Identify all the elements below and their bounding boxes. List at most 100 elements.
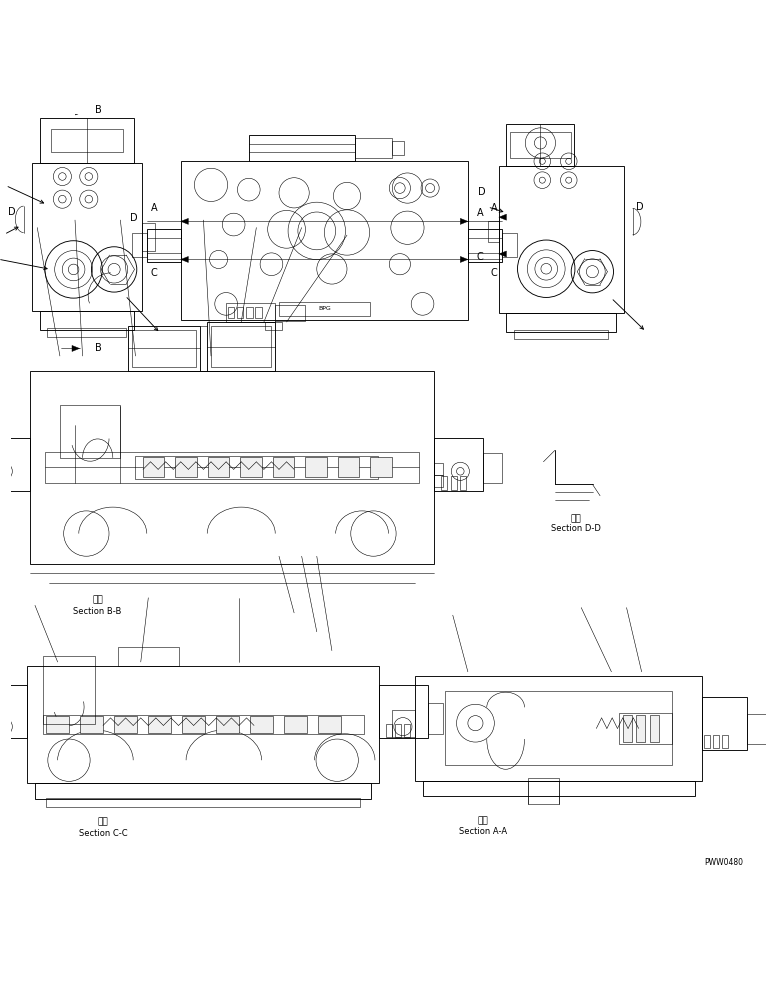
Bar	[506, 313, 616, 332]
Bar	[226, 303, 275, 322]
Bar	[318, 715, 341, 733]
Bar	[623, 714, 632, 742]
Bar	[114, 715, 137, 733]
Bar	[228, 307, 235, 318]
Bar	[703, 735, 709, 748]
Bar	[245, 307, 252, 318]
Bar	[434, 438, 483, 491]
Polygon shape	[499, 251, 506, 257]
Text: 断面: 断面	[571, 514, 581, 523]
Polygon shape	[181, 218, 189, 224]
Bar	[118, 646, 179, 666]
Text: BPG: BPG	[318, 306, 331, 311]
Polygon shape	[181, 257, 189, 263]
Text: D: D	[637, 202, 644, 212]
Bar	[434, 463, 443, 475]
Bar	[279, 302, 370, 316]
Bar	[722, 735, 728, 748]
Bar	[81, 715, 103, 733]
Bar	[255, 307, 262, 318]
Bar	[46, 715, 69, 733]
Bar	[305, 458, 327, 477]
Bar	[42, 715, 364, 734]
Bar	[183, 715, 205, 733]
Text: B: B	[95, 343, 102, 353]
Text: 断面: 断面	[97, 818, 108, 827]
Text: Section A-A: Section A-A	[459, 828, 507, 836]
Bar	[2, 476, 8, 490]
Bar	[250, 715, 273, 733]
Bar	[506, 124, 574, 165]
Bar	[442, 476, 447, 490]
Bar	[285, 715, 307, 733]
Bar	[434, 474, 443, 487]
Bar	[619, 712, 672, 744]
Text: C: C	[491, 268, 498, 278]
Bar	[46, 798, 360, 807]
Polygon shape	[72, 345, 80, 351]
Bar	[237, 307, 243, 318]
Bar	[30, 371, 434, 564]
Text: Section B-B: Section B-B	[74, 607, 122, 616]
Bar	[637, 714, 645, 742]
Bar	[393, 709, 415, 737]
Bar	[713, 735, 719, 748]
Bar	[128, 326, 199, 371]
Bar	[514, 331, 608, 339]
Bar	[47, 328, 127, 338]
Text: A: A	[491, 203, 498, 213]
Bar	[132, 233, 146, 257]
Bar	[354, 138, 393, 158]
Bar	[51, 129, 123, 152]
Text: C: C	[151, 268, 158, 278]
Text: D: D	[479, 187, 486, 197]
Bar	[370, 458, 392, 477]
Bar	[747, 714, 766, 744]
Polygon shape	[499, 215, 506, 220]
Bar	[483, 453, 502, 483]
Bar	[146, 228, 181, 262]
Bar	[404, 723, 410, 737]
Bar	[528, 777, 558, 804]
Polygon shape	[460, 218, 468, 224]
Text: A: A	[151, 203, 158, 213]
Bar	[275, 305, 305, 321]
Text: Section D-D: Section D-D	[551, 523, 601, 532]
Bar	[502, 233, 517, 257]
Bar	[207, 322, 275, 371]
Bar	[488, 221, 499, 242]
Bar	[141, 223, 155, 251]
Bar	[0, 723, 6, 737]
Bar	[387, 723, 393, 737]
Bar	[32, 163, 141, 311]
Bar	[393, 141, 403, 155]
Bar	[0, 438, 30, 491]
Text: C: C	[476, 252, 483, 262]
Bar	[265, 322, 282, 330]
Text: Section C-C: Section C-C	[79, 829, 127, 838]
Text: PWW0480: PWW0480	[705, 858, 744, 867]
Bar	[510, 132, 571, 158]
Bar	[468, 228, 502, 262]
Bar	[415, 676, 702, 781]
Bar	[208, 458, 229, 477]
Bar	[450, 476, 456, 490]
Bar	[0, 686, 28, 738]
Bar	[216, 715, 239, 733]
Bar	[211, 326, 272, 367]
Bar	[249, 135, 354, 161]
Bar	[132, 330, 196, 367]
Text: B: B	[94, 105, 101, 115]
Bar	[143, 458, 164, 477]
Text: 断面: 断面	[92, 595, 103, 604]
Bar	[445, 692, 672, 766]
Bar	[499, 165, 624, 313]
Text: 断面: 断面	[478, 816, 489, 826]
Bar	[241, 458, 262, 477]
Bar	[181, 161, 468, 320]
Bar	[35, 783, 371, 799]
Text: A: A	[476, 208, 483, 217]
Bar	[136, 456, 378, 479]
Bar	[650, 714, 659, 742]
Bar	[459, 476, 466, 490]
